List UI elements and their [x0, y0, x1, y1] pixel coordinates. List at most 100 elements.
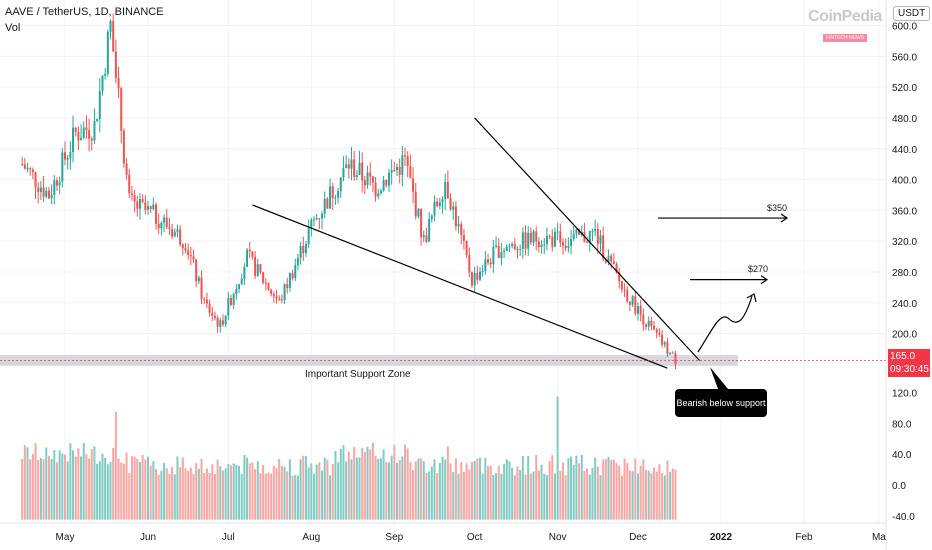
- volume-bar: [535, 454, 538, 520]
- volume-bar: [385, 462, 388, 520]
- volume-bar: [398, 460, 401, 520]
- volume-bar: [604, 459, 607, 520]
- candle-body: [420, 209, 423, 238]
- volume-bar: [163, 462, 166, 520]
- volume-indicator-label[interactable]: Vol: [5, 22, 21, 34]
- candle-body: [29, 168, 32, 170]
- time-tick-label: May: [56, 532, 75, 543]
- volume-bar: [294, 475, 297, 520]
- volume-bar: [454, 458, 457, 520]
- volume-bar: [422, 461, 425, 520]
- candle-body: [661, 334, 664, 345]
- volume-bar: [626, 462, 629, 520]
- candle-body: [358, 162, 361, 176]
- volume-bar: [313, 473, 315, 520]
- callout-pointer: [710, 367, 728, 389]
- candle-body: [521, 232, 524, 250]
- candle-body: [460, 224, 463, 236]
- volume-bar: [570, 456, 573, 520]
- volume-bar: [53, 450, 56, 520]
- candle-body: [288, 273, 291, 288]
- volume-bar: [599, 475, 602, 520]
- volume-bar: [537, 470, 540, 520]
- candle-body: [655, 329, 658, 333]
- candle-body: [264, 282, 267, 284]
- volume-bar: [275, 468, 278, 520]
- volume-bar: [302, 455, 305, 520]
- candle-body: [157, 223, 160, 229]
- candle-body: [529, 232, 532, 243]
- candle-body: [519, 249, 522, 251]
- drawings: [252, 117, 789, 389]
- time-tick-label: 2022: [710, 532, 733, 543]
- volume-bar: [663, 475, 666, 520]
- volume-bar: [436, 473, 439, 520]
- candle-body: [436, 201, 439, 207]
- candles: [21, 13, 677, 370]
- volume-bar: [104, 457, 107, 520]
- candle-body: [406, 156, 409, 167]
- price-axis[interactable]: 600.0 560.0 520.0 480.0 440.0 400.0 360.0 320.0…: [892, 22, 917, 341]
- candle-body: [387, 172, 390, 186]
- candle-body: [462, 235, 465, 241]
- volume-bar: [366, 446, 369, 520]
- candle-body: [149, 206, 152, 209]
- volume-bar: [213, 473, 216, 520]
- candle-body: [310, 219, 313, 229]
- volume-bar: [299, 459, 302, 520]
- volume-bar: [197, 468, 200, 520]
- candle-body: [45, 190, 48, 197]
- candle-body: [433, 201, 436, 216]
- volume-bar: [23, 445, 26, 520]
- volume-bar: [441, 456, 444, 520]
- currency-badge[interactable]: USDT: [893, 6, 931, 21]
- volume-bar: [610, 459, 613, 520]
- candle-body: [636, 306, 639, 314]
- price-tick-label: 200.0: [892, 330, 917, 341]
- volume-bar: [334, 451, 337, 520]
- volume-bar: [80, 456, 83, 520]
- candle-body: [612, 261, 615, 264]
- candle-body: [173, 231, 176, 237]
- volume-bar: [227, 464, 230, 520]
- volume-bar: [130, 456, 133, 520]
- candle-body: [58, 181, 61, 186]
- volume-bar: [661, 472, 664, 520]
- candle-body: [195, 259, 198, 282]
- candle-body: [138, 198, 141, 209]
- candle-body: [315, 218, 318, 220]
- volume-bar: [578, 463, 581, 520]
- volume-bar: [72, 450, 75, 520]
- candle-body: [61, 152, 64, 182]
- candle-body: [666, 342, 669, 354]
- volume-bar: [404, 444, 407, 520]
- volume-bar: [345, 461, 348, 520]
- candle-body: [658, 332, 661, 335]
- candle-body: [366, 172, 369, 186]
- candle-body: [304, 243, 307, 254]
- price-tick-label: 320.0: [892, 237, 917, 248]
- volume-bar: [497, 465, 500, 520]
- volume-bar: [409, 462, 412, 520]
- volume-bar: [318, 462, 321, 520]
- candle-body: [98, 91, 101, 120]
- candle-body: [604, 258, 607, 263]
- volume-bar: [631, 471, 634, 520]
- candle-body: [572, 233, 575, 239]
- volume-bar: [444, 459, 447, 520]
- candle-body: [141, 198, 144, 203]
- volume-bar: [216, 459, 219, 520]
- volume-bar: [88, 458, 91, 520]
- volume-axis[interactable]: 120.0 80.0 40.0 0.0 -40.0: [892, 389, 917, 523]
- time-axis[interactable]: May Jun Jul Aug Sep Oct Nov Dec 2022 Feb Ma: [56, 532, 887, 543]
- candle-body: [114, 51, 117, 78]
- candle-body: [527, 232, 530, 249]
- volume-bar: [339, 448, 342, 520]
- candle-body: [492, 246, 495, 265]
- symbol-title[interactable]: AAVE / TetherUS, 1D, BINANCE: [5, 6, 164, 18]
- candle-body: [203, 299, 206, 301]
- volume-bar: [524, 474, 527, 520]
- candle-body: [313, 219, 315, 221]
- candle-body: [647, 320, 650, 327]
